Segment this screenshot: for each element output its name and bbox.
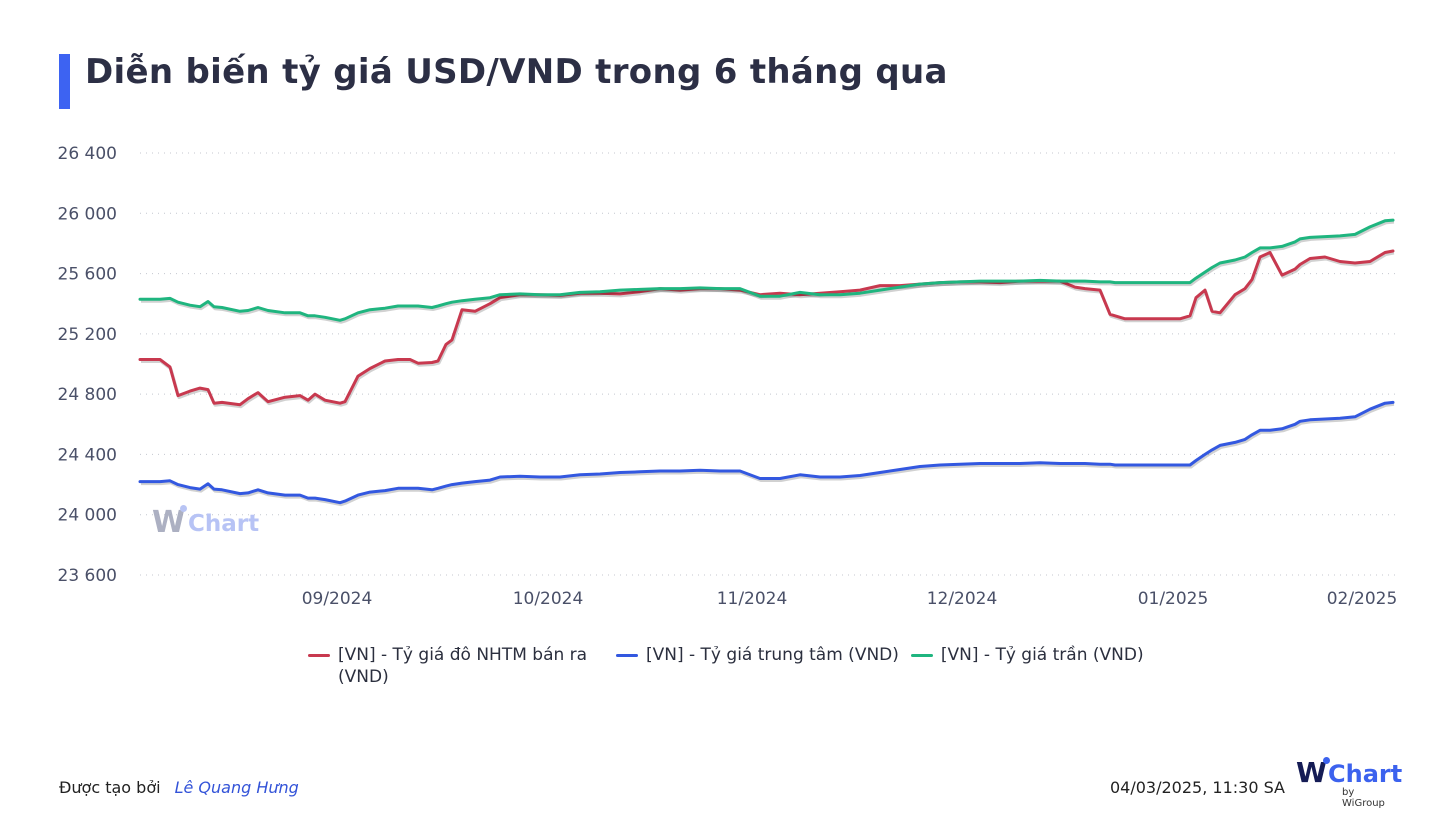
footer-credit: Được tạo bởi Lê Quang Hưng xyxy=(59,778,299,797)
legend-label: [VN] - Tỷ giá đô NHTM bán ra (VND) xyxy=(338,645,588,687)
y-tick-label: 24 800 xyxy=(58,385,117,405)
x-tick-label: 09/2024 xyxy=(302,589,373,609)
legend-item-central[interactable]: [VN] - Tỷ giá trung tâm (VND) xyxy=(616,644,899,688)
y-axis: 26 400 26 000 25 600 25 200 24 800 24 400 24 0… xyxy=(58,144,117,586)
x-axis: 09/2024 10/2024 11/2024 12/2024 01/2025 02/20… xyxy=(302,589,1398,609)
page-title: Diễn biến tỷ giá USD/VND trong 6 tháng q… xyxy=(85,52,948,92)
x-tick-label: 02/2025 xyxy=(1327,589,1398,609)
x-tick-label: 12/2024 xyxy=(927,589,998,609)
watermark-w: W xyxy=(152,505,185,540)
x-tick-label: 10/2024 xyxy=(513,589,584,609)
gridlines xyxy=(140,152,1396,576)
footer-timestamp: 04/03/2025, 11:30 SA xyxy=(1110,778,1285,797)
y-tick-label: 24 000 xyxy=(58,506,117,526)
series-lines xyxy=(138,218,1395,507)
legend-swatch-green xyxy=(910,654,933,657)
wichart-watermark: W Chart xyxy=(152,505,272,541)
logo-w: W xyxy=(1296,756,1327,789)
author-link[interactable]: Lê Quang Hưng xyxy=(174,778,299,797)
legend-item-nhtm[interactable]: [VN] - Tỷ giá đô NHTM bán ra (VND) xyxy=(308,644,604,688)
y-tick-label: 25 200 xyxy=(58,325,117,345)
created-by-label: Được tạo bởi xyxy=(59,778,161,797)
series-shadow xyxy=(141,220,1395,324)
y-tick-label: 26 400 xyxy=(58,144,117,164)
series-shadow xyxy=(141,402,1395,507)
series-line[interactable] xyxy=(138,400,1395,505)
legend-swatch-blue xyxy=(616,654,638,657)
series-shadow xyxy=(141,251,1395,409)
logo-by: by WiGroup xyxy=(1342,787,1385,809)
legend-label: [VN] - Tỷ giá trung tâm (VND) xyxy=(646,645,899,665)
legend-swatch-red xyxy=(308,654,330,657)
series-line[interactable] xyxy=(138,218,1395,322)
logo-dot xyxy=(1323,757,1330,764)
x-tick-label: 11/2024 xyxy=(717,589,788,609)
legend-label: [VN] - Tỷ giá trần (VND) xyxy=(940,645,1144,665)
y-tick-label: 25 600 xyxy=(58,265,117,285)
legend-item-ceiling[interactable]: [VN] - Tỷ giá trần (VND) xyxy=(910,644,1144,688)
y-tick-label: 24 400 xyxy=(58,445,117,465)
watermark-dot xyxy=(180,505,187,512)
title-accent-bar xyxy=(59,54,70,109)
wichart-logo[interactable]: W Chart by WiGroup xyxy=(1296,756,1403,809)
x-tick-label: 01/2025 xyxy=(1138,589,1209,609)
y-tick-label: 23 600 xyxy=(58,566,117,586)
watermark-chart: Chart xyxy=(188,511,260,537)
y-tick-label: 26 000 xyxy=(58,204,117,224)
logo-chart: Chart xyxy=(1328,760,1403,788)
chart-legend: [VN] - Tỷ giá đô NHTM bán ra (VND) [VN] … xyxy=(308,644,1156,688)
